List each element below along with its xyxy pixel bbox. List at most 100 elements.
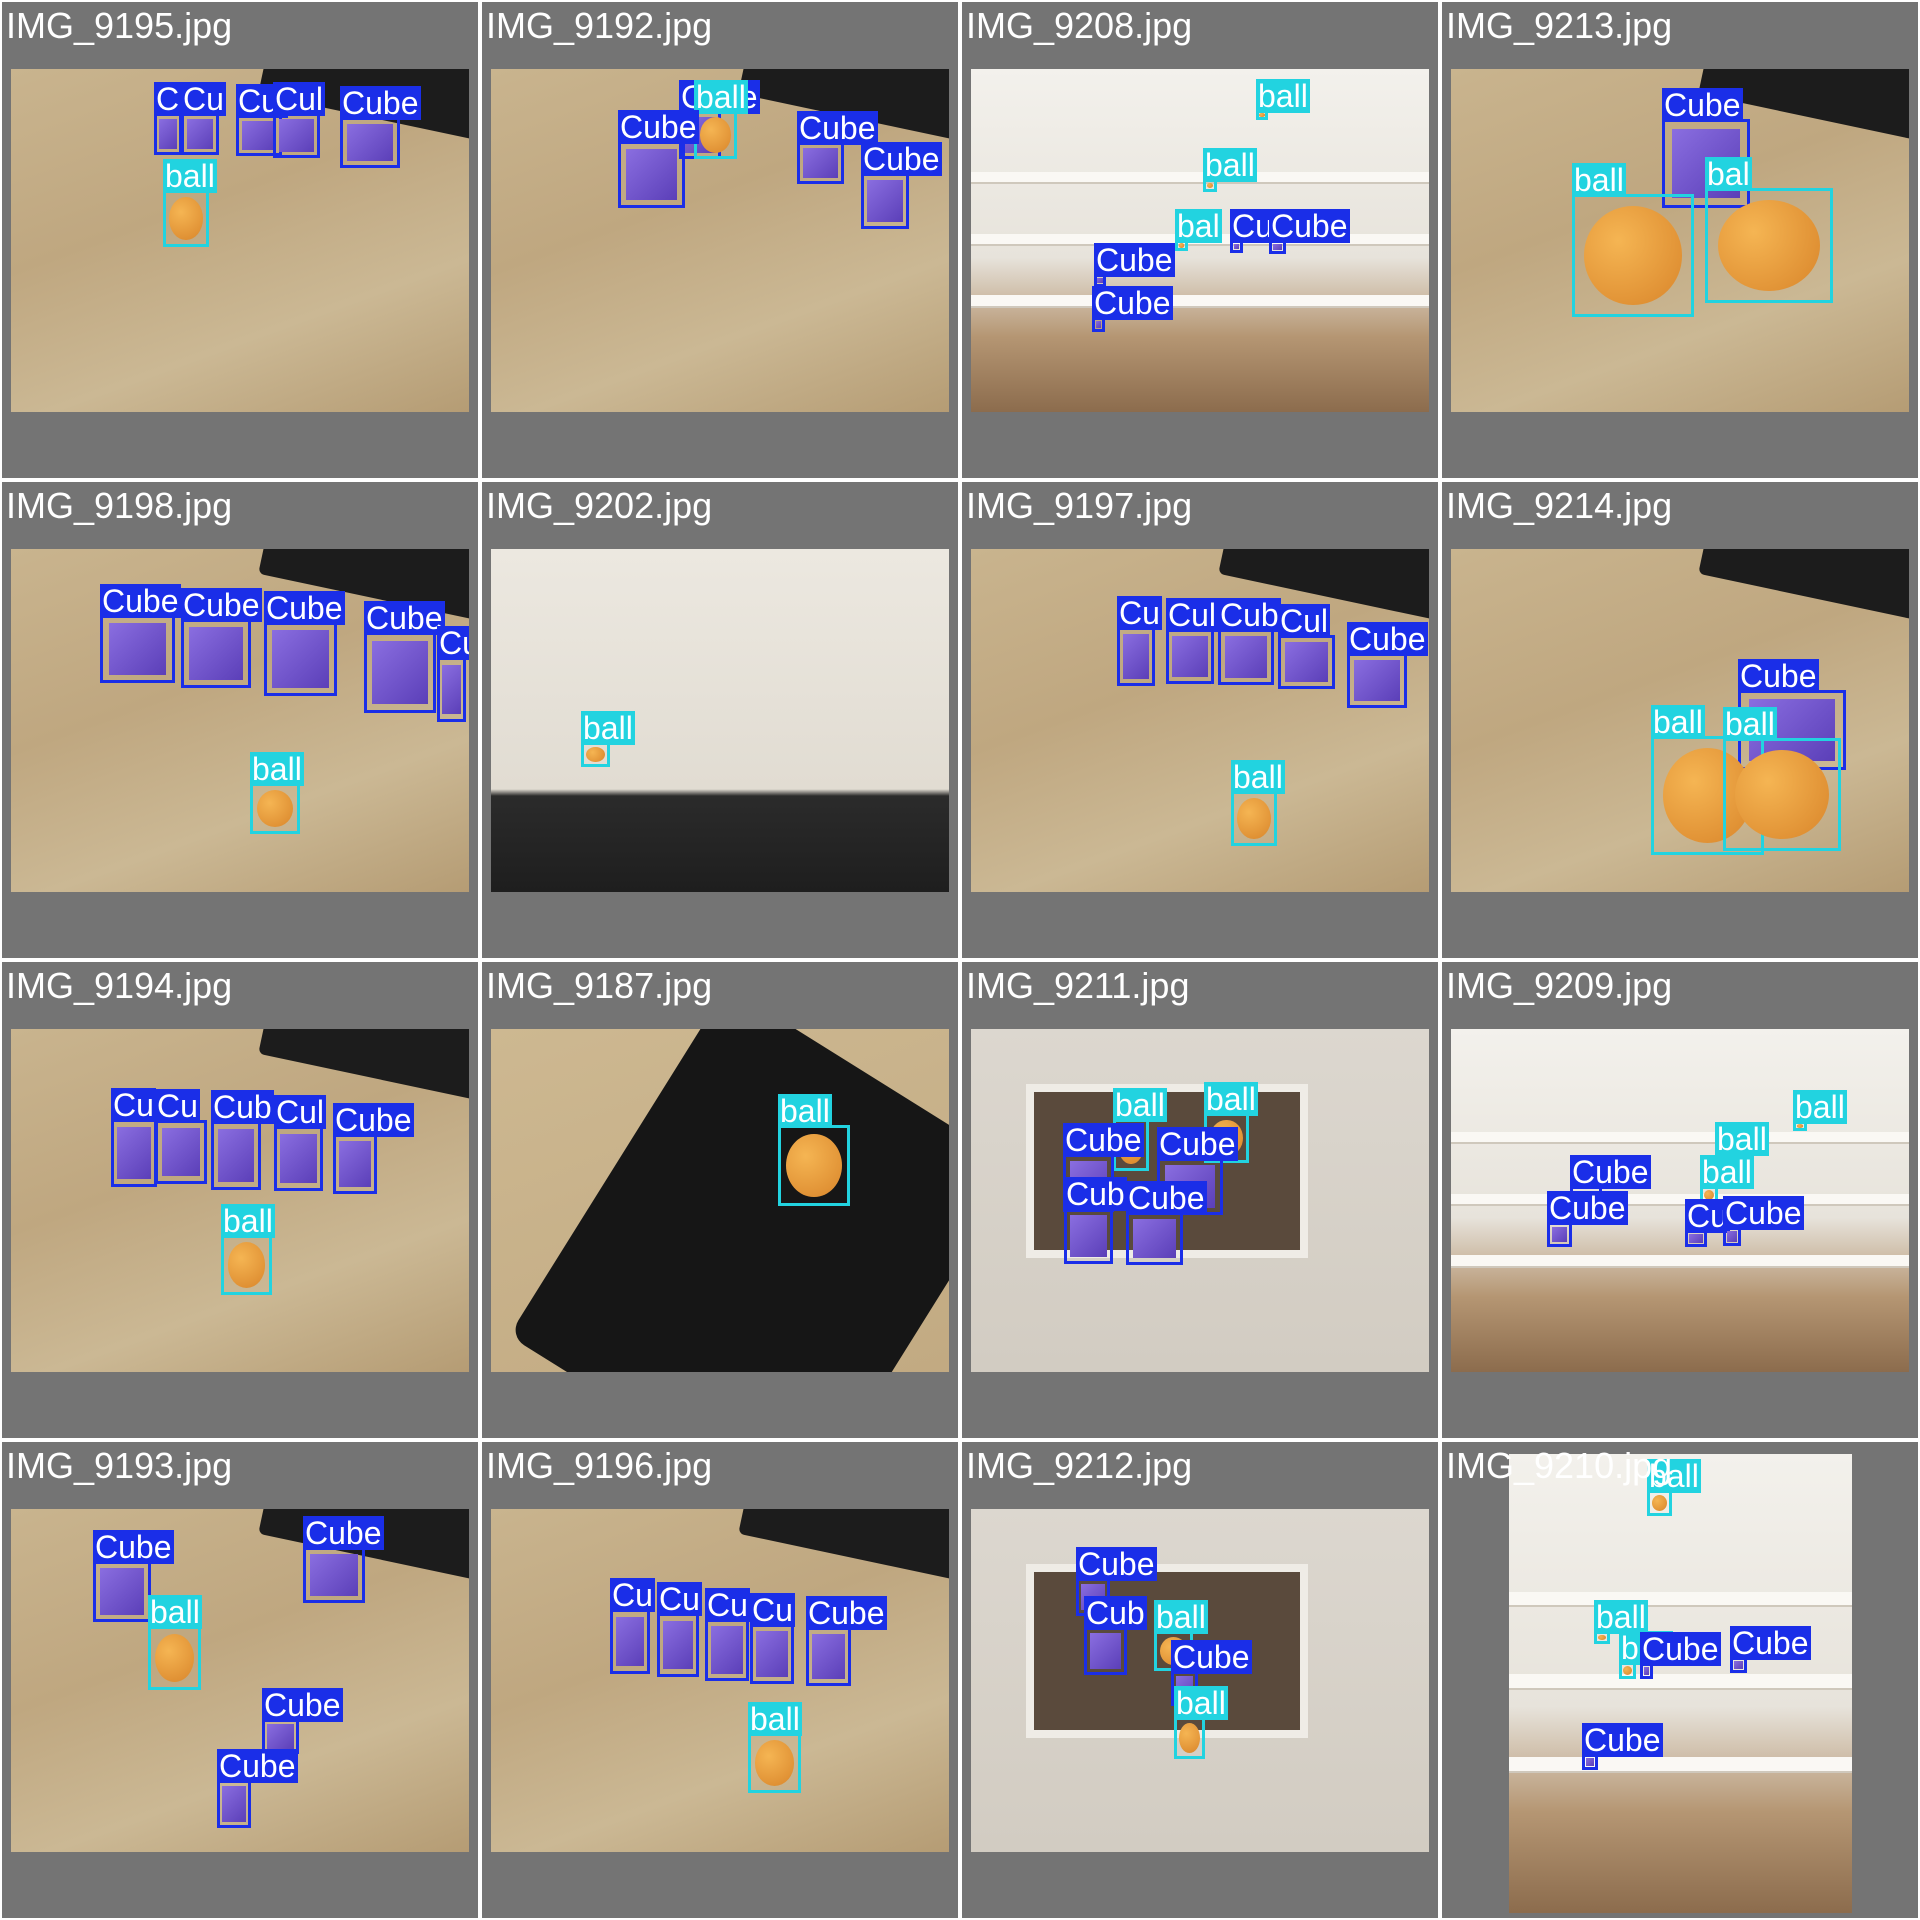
cube-detection-box: Cul xyxy=(1166,598,1219,684)
cube-detection-box: Cu xyxy=(111,1088,157,1187)
cube-label: Cube xyxy=(806,1595,887,1631)
cube-detection-box: Cub xyxy=(211,1090,274,1190)
photo: ball ball bal Cul Cube Cube Cube xyxy=(971,69,1429,412)
photo: Cu Cu Cub Cul Cube ball xyxy=(11,1029,469,1372)
ball-label: ball xyxy=(1723,706,1777,742)
cube-detection-box: Cu xyxy=(154,82,199,155)
cube-label: Cu xyxy=(1685,1198,1730,1234)
cube-detection-box: Cube xyxy=(181,588,262,688)
photo-background xyxy=(11,1029,469,1372)
cube-object xyxy=(1172,635,1208,678)
ball-detection-box: ball xyxy=(1231,760,1285,846)
cube-object xyxy=(1733,1660,1744,1670)
shelf-board xyxy=(1509,1591,1852,1606)
cube-object xyxy=(339,1141,371,1187)
ball-label: ball xyxy=(1203,147,1257,183)
ball-object xyxy=(1584,206,1682,305)
cube-detection-box: Cube xyxy=(1347,622,1428,708)
cube-detection-box: Cu xyxy=(1117,596,1162,686)
ball-object xyxy=(1622,1665,1633,1676)
ball-object xyxy=(754,1740,795,1786)
photo: ball ball Cube ball Cube Cu Cube xyxy=(1451,1029,1909,1372)
ball-detection-box: ball xyxy=(1572,163,1694,317)
cube-label: Cube xyxy=(181,587,262,623)
cube-label: Cube xyxy=(1094,242,1175,278)
image-filename: IMG_9208.jpg xyxy=(966,5,1193,46)
ball-detection-box: ball xyxy=(581,711,635,767)
result-tile: ball IMG_9187.jpg xyxy=(482,962,958,1438)
cube-detection-box: Cube xyxy=(262,1688,343,1754)
image-filename: IMG_9198.jpg xyxy=(6,485,233,526)
cube-label: Cube xyxy=(340,85,421,121)
ball-label: bal xyxy=(1175,208,1222,244)
ball-detection-box: ball xyxy=(748,1702,802,1793)
cube-label: Cu xyxy=(610,1577,655,1613)
cube-label: Cube xyxy=(93,1529,174,1565)
ball-detection-box: bal xyxy=(1175,209,1222,251)
cube-label: Cu xyxy=(1117,595,1162,631)
cube-label: Cube xyxy=(264,590,345,626)
cube-detection-box: Cube xyxy=(861,142,942,229)
ball-detection-box: ball xyxy=(1256,79,1310,120)
cube-detection-box: Cube xyxy=(217,1749,298,1828)
cube-detection-box: Cube xyxy=(806,1596,887,1686)
photo: CubeCubeCubeCubeCubeball xyxy=(11,549,469,892)
cube-label: Cube xyxy=(1723,1195,1804,1231)
ball-label: ball xyxy=(1256,78,1310,114)
cube-object xyxy=(161,1127,201,1177)
cube-object xyxy=(1225,636,1267,678)
cube-label: Cub xyxy=(1064,1176,1127,1212)
cube-object xyxy=(615,1616,645,1667)
ball-label: ball xyxy=(1154,1599,1208,1635)
cube-detection-box: Cu xyxy=(610,1578,655,1674)
cube-object xyxy=(1726,1231,1738,1242)
cube-label: Cube xyxy=(1157,1126,1238,1162)
shelf-board xyxy=(1451,1131,1909,1143)
cube-object xyxy=(186,118,214,150)
cube-object xyxy=(117,1126,151,1180)
cube-object xyxy=(242,120,276,151)
shelf-board xyxy=(1509,1674,1852,1689)
photo: Cube ball ball xyxy=(1451,549,1909,892)
ball-detection-box: ball xyxy=(1647,1459,1701,1516)
cube-detection-box: Cube xyxy=(437,626,469,722)
cube-detection-box: Cube xyxy=(333,1103,414,1194)
image-filename: IMG_9211.jpg xyxy=(966,965,1190,1006)
ball-label: ball xyxy=(1572,162,1626,198)
cube-label: Cube xyxy=(1347,621,1428,657)
ball-object xyxy=(1597,1634,1607,1641)
ball-object xyxy=(1237,797,1271,840)
cube-detection-box: Cube xyxy=(364,601,445,713)
cube-label: Cu xyxy=(181,81,226,117)
image-filename: IMG_9197.jpg xyxy=(966,485,1193,526)
cube-detection-box: Cu xyxy=(705,1588,750,1681)
cube-object xyxy=(803,147,838,179)
cube-label: Cube xyxy=(437,626,469,660)
cube-object xyxy=(1585,1757,1595,1767)
cube-object xyxy=(1272,243,1283,251)
cube-label: Cube xyxy=(1269,208,1350,244)
cube-label: Cube xyxy=(364,600,445,636)
cube-label: Cube xyxy=(100,583,181,619)
ball-label: ball xyxy=(1113,1087,1167,1123)
image-filename: IMG_9202.jpg xyxy=(486,485,713,526)
ball-object xyxy=(1734,749,1830,840)
ball-label: ball xyxy=(1594,1599,1648,1635)
result-tile: Cube ball bal IMG_9213.jpg xyxy=(1442,2,1918,478)
cube-object xyxy=(372,641,428,704)
ball-object xyxy=(699,117,732,153)
cube-label: Cube xyxy=(1076,1546,1157,1582)
cube-detection-box: Cul xyxy=(1278,604,1335,689)
shelf-board xyxy=(971,295,1429,306)
cube-object xyxy=(100,1568,144,1615)
cube-detection-box: Cul xyxy=(1230,209,1283,253)
ball-object xyxy=(1178,243,1185,248)
cube-label: Cube xyxy=(303,1515,384,1551)
cube-label: Cu xyxy=(155,1088,200,1124)
ball-detection-box: ball xyxy=(1174,1686,1228,1759)
ball-object xyxy=(1796,1124,1804,1128)
cube-object xyxy=(158,118,178,150)
ball-object xyxy=(227,1242,266,1288)
cube-detection-box: Cu xyxy=(1685,1199,1730,1247)
cube-object xyxy=(1689,1233,1703,1244)
